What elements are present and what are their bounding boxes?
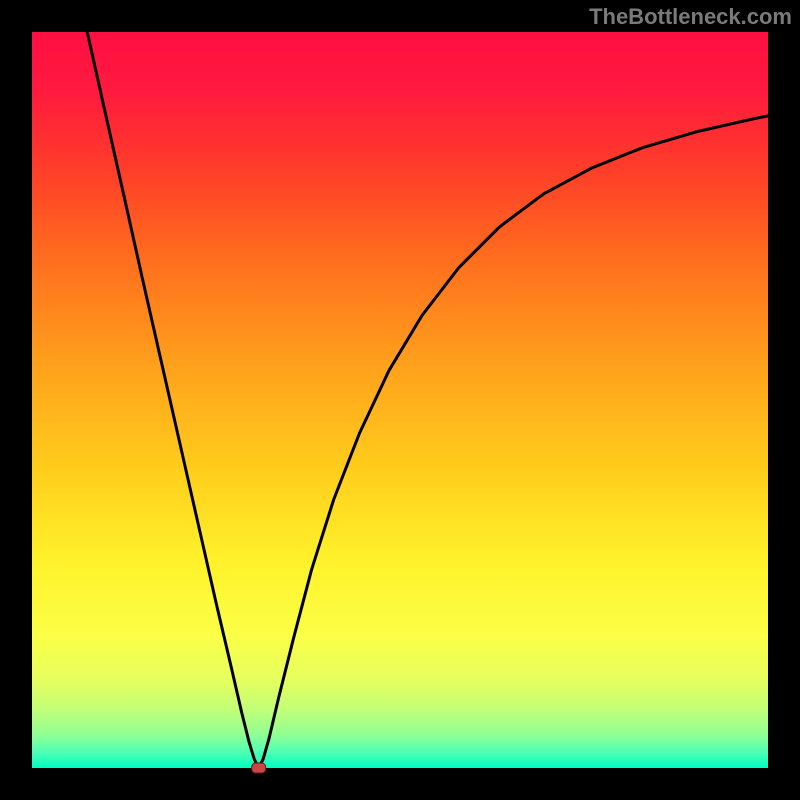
bottleneck-curve-chart bbox=[0, 0, 800, 800]
optimal-point-marker bbox=[252, 763, 266, 773]
chart-container: TheBottleneck.com bbox=[0, 0, 800, 800]
watermark-text: TheBottleneck.com bbox=[589, 4, 792, 30]
